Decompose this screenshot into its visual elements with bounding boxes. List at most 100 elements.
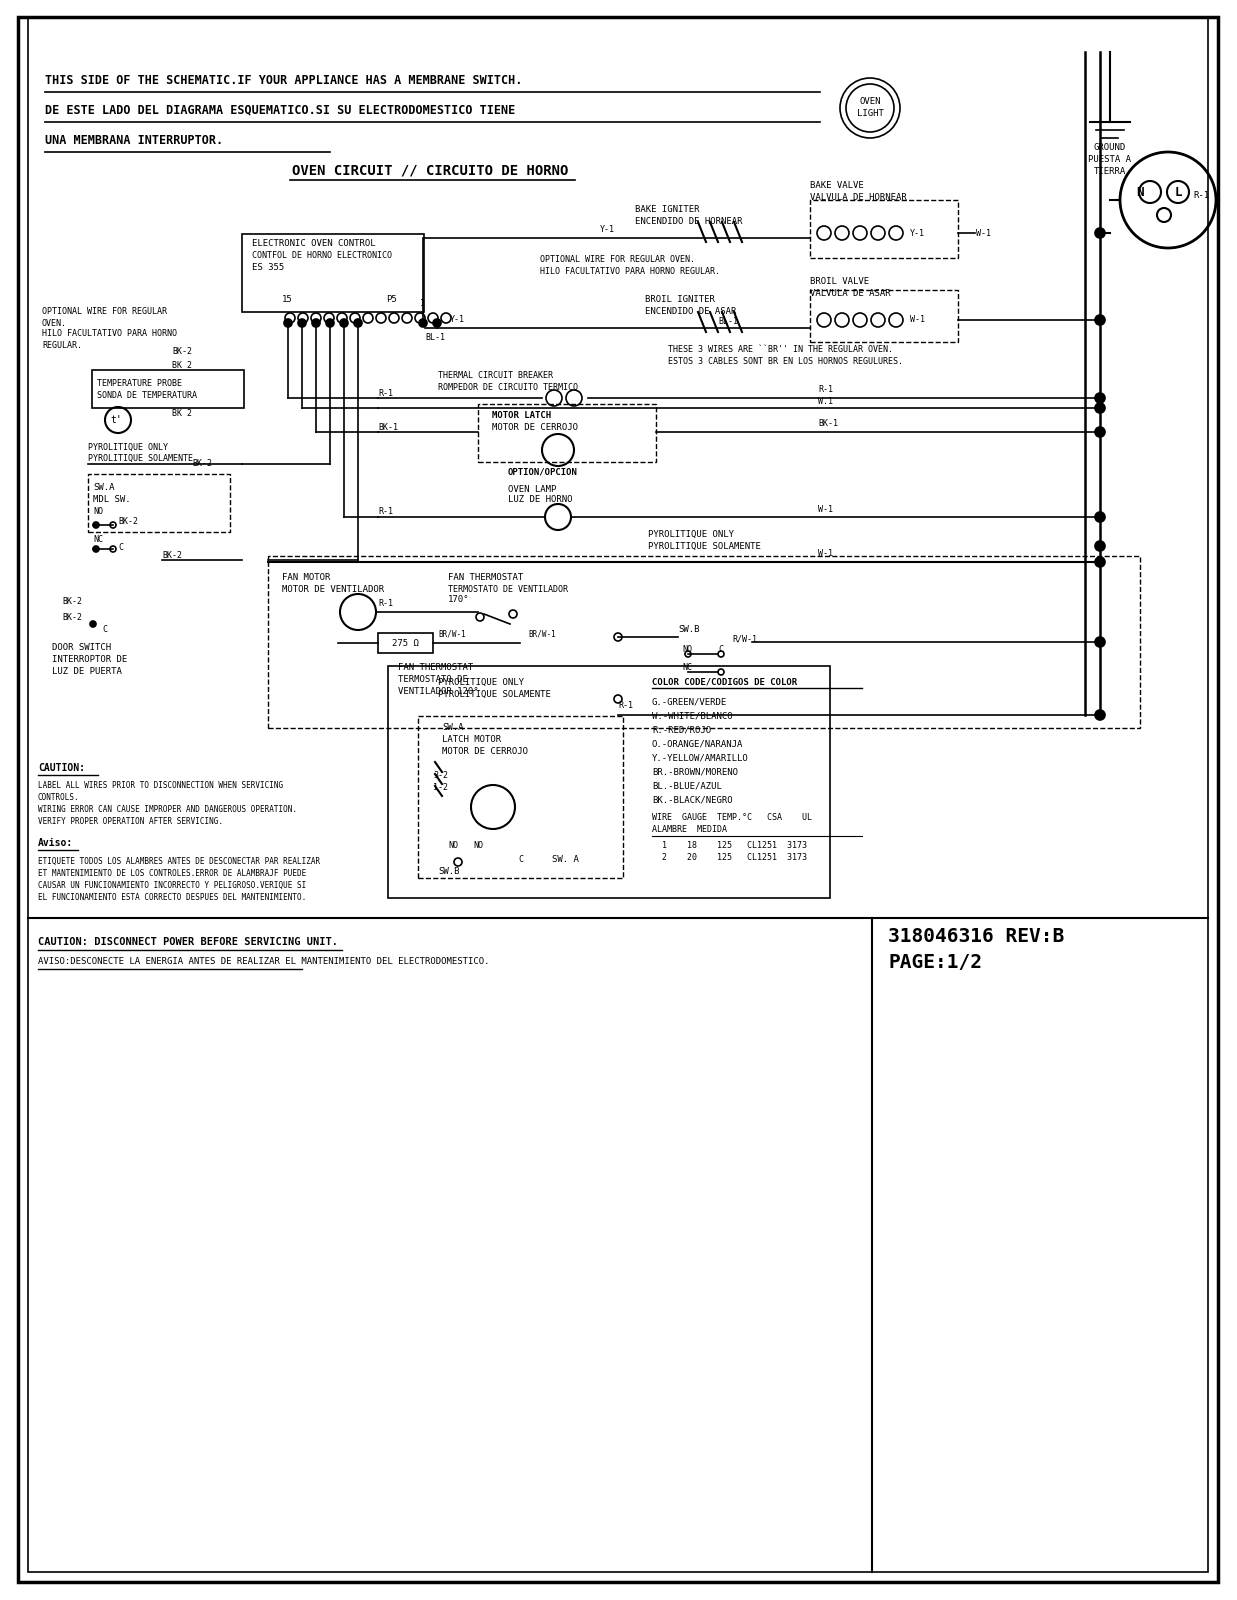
Text: COLOR CODE/CODIGOS DE COLOR: COLOR CODE/CODIGOS DE COLOR [652, 677, 797, 686]
Text: PYROLITIQUE SOLAMENTE: PYROLITIQUE SOLAMENTE [88, 453, 193, 462]
Text: FAN THERMOSTAT: FAN THERMOSTAT [448, 573, 523, 581]
Bar [92, 370, 244, 408]
Text: 1: 1 [421, 299, 426, 307]
Text: ETIQUETE TODOS LOS ALAMBRES ANTES DE DESCONECTAR PAR REALIZAR: ETIQUETE TODOS LOS ALAMBRES ANTES DE DES… [38, 856, 320, 866]
Circle shape [312, 318, 320, 326]
Text: R-1: R-1 [818, 386, 833, 395]
Text: OVEN CIRCUIT // CIRCUITO DE HORNO: OVEN CIRCUIT // CIRCUITO DE HORNO [292, 163, 568, 178]
Text: ROMPEDOR DE CIRCUITO TERMICO: ROMPEDOR DE CIRCUITO TERMICO [438, 384, 578, 392]
Text: CONTROLS.: CONTROLS. [38, 794, 79, 803]
Text: BK-2: BK-2 [118, 517, 139, 526]
Bar [388, 666, 830, 898]
Text: 1-2: 1-2 [433, 784, 448, 792]
Text: BK.-BLACK/NEGRO: BK.-BLACK/NEGRO [652, 795, 732, 805]
Text: PYROLITIQUE ONLY: PYROLITIQUE ONLY [88, 443, 168, 451]
Text: MOTOR LATCH: MOTOR LATCH [492, 411, 552, 419]
Text: W-1: W-1 [976, 229, 991, 237]
Text: BK 2: BK 2 [172, 360, 192, 370]
Text: BL.-BLUE/AZUL: BL.-BLUE/AZUL [652, 781, 722, 790]
Text: PYROLITIQUE ONLY: PYROLITIQUE ONLY [438, 677, 524, 686]
Text: BK-1: BK-1 [818, 419, 837, 429]
Text: EL FUNCIONAMIENTO ESTA CORRECTO DESPUES DEL MANTENIMIENTO.: EL FUNCIONAMIENTO ESTA CORRECTO DESPUES … [38, 893, 307, 901]
Text: HILO FACULTATIVO PARA HORNO: HILO FACULTATIVO PARA HORNO [42, 330, 177, 339]
Bar [242, 234, 424, 312]
Bar [268, 557, 1141, 728]
Text: OVEN LAMP: OVEN LAMP [508, 485, 557, 493]
Text: LIGHT: LIGHT [856, 109, 883, 118]
Text: ENCENDIDO DE ASAR: ENCENDIDO DE ASAR [644, 307, 736, 317]
Text: R-1: R-1 [1192, 190, 1209, 200]
Circle shape [90, 621, 96, 627]
Text: BK-2: BK-2 [62, 613, 82, 621]
Text: DOOR SWITCH: DOOR SWITCH [52, 643, 111, 651]
Circle shape [1095, 512, 1105, 522]
Text: GROUND: GROUND [1094, 144, 1126, 152]
Text: REGULAR.: REGULAR. [42, 341, 82, 349]
Text: 1    18    125   CL1251  3173: 1 18 125 CL1251 3173 [652, 842, 807, 851]
Circle shape [1095, 403, 1105, 413]
Text: FAN THERMOSTAT: FAN THERMOSTAT [398, 662, 474, 672]
Text: SW.B: SW.B [438, 867, 459, 877]
Text: C: C [118, 542, 122, 552]
Text: W-1: W-1 [818, 549, 833, 558]
Text: ENCENDIDO DE HORNEAR: ENCENDIDO DE HORNEAR [635, 218, 742, 227]
Text: WIRE  GAUGE  TEMP.°C   CSA    UL: WIRE GAUGE TEMP.°C CSA UL [652, 813, 811, 822]
Text: TEMPERATURE PROBE: TEMPERATURE PROBE [96, 379, 182, 389]
Text: NO: NO [93, 507, 103, 517]
Text: W-1: W-1 [910, 315, 925, 325]
Text: Aviso:: Aviso: [38, 838, 73, 848]
Circle shape [93, 546, 99, 552]
Text: 2    20    125   CL1251  3173: 2 20 125 CL1251 3173 [652, 853, 807, 862]
Text: 318046316 REV:B: 318046316 REV:B [888, 928, 1064, 947]
Circle shape [1095, 315, 1105, 325]
Text: NO: NO [448, 842, 458, 851]
Circle shape [354, 318, 362, 326]
Text: PAGE:1/2: PAGE:1/2 [888, 952, 982, 971]
Bar [418, 717, 623, 878]
Text: 170°: 170° [448, 595, 470, 605]
Text: Y-1: Y-1 [910, 229, 925, 237]
Text: OVEN: OVEN [860, 98, 881, 107]
Text: BR/W-1: BR/W-1 [528, 629, 555, 638]
Text: SONDA DE TEMPERATURA: SONDA DE TEMPERATURA [96, 392, 197, 400]
Text: t': t' [110, 414, 122, 426]
Text: O.-ORANGE/NARANJA: O.-ORANGE/NARANJA [652, 739, 743, 749]
Text: PYROLITIQUE ONLY: PYROLITIQUE ONLY [648, 530, 734, 539]
Text: NC: NC [93, 534, 103, 544]
Text: ESTOS 3 CABLES SONT BR EN LOS HORNOS REGULURES.: ESTOS 3 CABLES SONT BR EN LOS HORNOS REG… [668, 357, 903, 366]
Text: TIERRA: TIERRA [1094, 168, 1126, 176]
Text: 275 Ω: 275 Ω [392, 638, 418, 648]
Text: CAUTION:: CAUTION: [38, 763, 85, 773]
Text: MOTOR DE CERROJO: MOTOR DE CERROJO [442, 747, 528, 757]
Text: NC: NC [682, 662, 691, 672]
Circle shape [327, 318, 334, 326]
Circle shape [419, 318, 427, 326]
Bar [810, 200, 957, 258]
Text: VERIFY PROPER OPERATION AFTER SERVICING.: VERIFY PROPER OPERATION AFTER SERVICING. [38, 818, 223, 827]
Text: BK 2: BK 2 [172, 408, 192, 418]
Text: BK-2: BK-2 [162, 550, 182, 560]
Text: CAUTION: DISCONNECT POWER BEFORE SERVICING UNIT.: CAUTION: DISCONNECT POWER BEFORE SERVICI… [38, 938, 338, 947]
Text: BL-1: BL-1 [717, 317, 738, 326]
Text: BAKE VALVE: BAKE VALVE [810, 181, 863, 189]
Text: TERMOSTATO DE VENTILADOR: TERMOSTATO DE VENTILADOR [448, 584, 568, 594]
Text: BK-2: BK-2 [172, 347, 192, 357]
Bar [379, 634, 433, 653]
Text: Y.-YELLOW/AMARILLO: Y.-YELLOW/AMARILLO [652, 754, 748, 763]
Text: BROIL VALVE: BROIL VALVE [810, 277, 870, 286]
Text: R/W-1: R/W-1 [732, 635, 757, 643]
Circle shape [433, 318, 442, 326]
Text: ALAMBRE  MEDIDA: ALAMBRE MEDIDA [652, 826, 727, 835]
Text: Y-1: Y-1 [450, 315, 465, 325]
Text: BROIL IGNITER: BROIL IGNITER [644, 296, 715, 304]
Text: THIS SIDE OF THE SCHEMATIC.IF YOUR APPLIANCE HAS A MEMBRANE SWITCH.: THIS SIDE OF THE SCHEMATIC.IF YOUR APPLI… [45, 74, 522, 86]
Text: R-1: R-1 [379, 389, 393, 397]
Text: CONTFOL DE HORNO ELECTRONICO: CONTFOL DE HORNO ELECTRONICO [252, 251, 392, 259]
Text: UNA MEMBRANA INTERRUPTOR.: UNA MEMBRANA INTERRUPTOR. [45, 133, 223, 147]
Text: G.-GREEN/VERDE: G.-GREEN/VERDE [652, 698, 727, 707]
Text: W-1: W-1 [818, 504, 833, 514]
Text: PYROLITIQUE SOLAMENTE: PYROLITIQUE SOLAMENTE [648, 541, 761, 550]
Text: Y-1: Y-1 [600, 226, 615, 235]
Text: BR/W-1: BR/W-1 [438, 629, 466, 638]
Text: LATCH MOTOR: LATCH MOTOR [442, 736, 501, 744]
